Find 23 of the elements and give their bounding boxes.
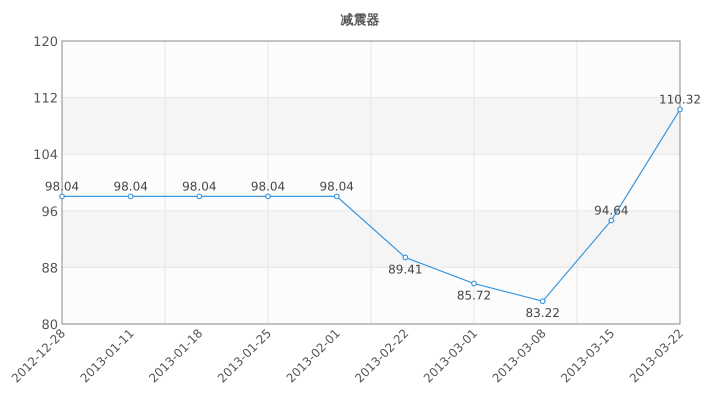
point [59, 193, 65, 200]
point [608, 218, 614, 224]
y-tick-label: 104 [33, 148, 58, 164]
data-label: 85.72 [456, 288, 492, 303]
point [196, 193, 202, 200]
y-tick-label: 88 [41, 261, 58, 276]
data-label: 98.04 [182, 179, 217, 194]
chart-title: 减震器 [340, 13, 380, 28]
point [471, 280, 477, 286]
y-tick-label: 120 [33, 35, 58, 50]
y-tick-label: 112 [33, 92, 58, 107]
data-label: 98.04 [319, 179, 354, 194]
y-tick-label: 96 [41, 204, 58, 220]
point [334, 193, 340, 200]
data-label: 89.41 [388, 262, 423, 276]
data-label: 83.22 [525, 306, 560, 320]
point [265, 193, 271, 200]
point [540, 298, 546, 304]
data-label: 98.04 [113, 179, 148, 194]
data-label: 98.04 [250, 179, 286, 194]
point [128, 193, 134, 200]
point [677, 106, 683, 112]
point [402, 254, 408, 260]
